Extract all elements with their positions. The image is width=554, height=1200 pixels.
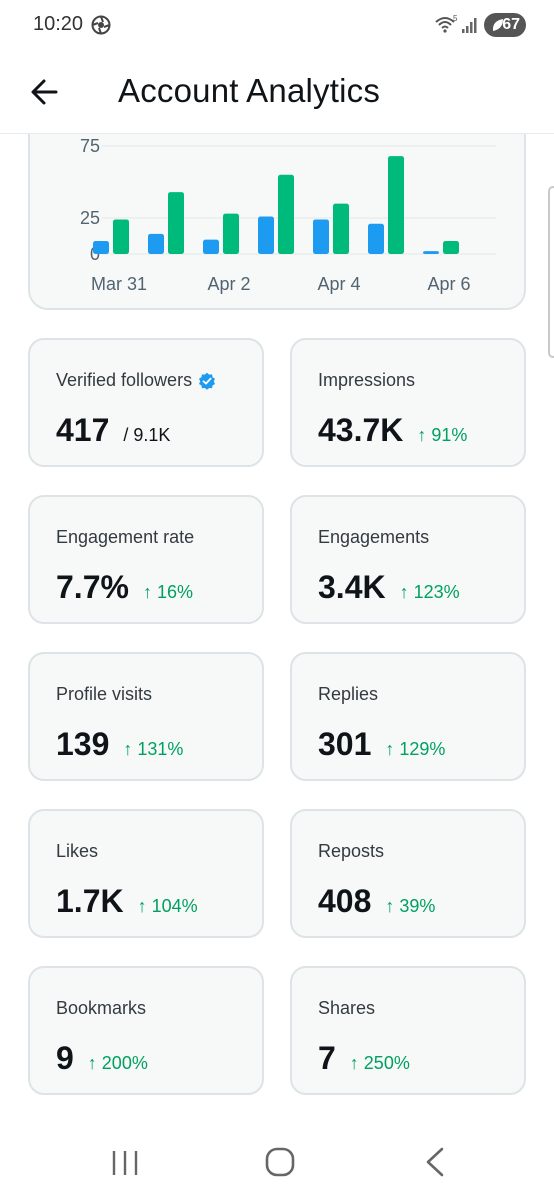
page-title: Account Analytics [118, 72, 381, 109]
stat-card-verified-followers[interactable]: Verified followers 417 / 9.1K [28, 338, 264, 467]
x-tick-label: Apr 4 [317, 274, 360, 294]
stat-card-likes[interactable]: Likes 1.7K ↑ 104% [28, 809, 264, 938]
stat-change: ↑ 129% [385, 739, 446, 759]
battery-indicator: 67 [484, 13, 526, 37]
stat-value: 9 [56, 1040, 74, 1076]
leaf-icon [492, 19, 503, 31]
bar-green [223, 213, 239, 254]
stat-label-text: Verified followers [56, 370, 193, 390]
status-bar: 10:20 5 67 [0, 0, 554, 54]
bar-green [113, 219, 129, 254]
wifi-icon: 5 [435, 14, 458, 33]
stat-label: Engagement rate [56, 527, 195, 547]
stat-value: 43.7K [318, 412, 404, 448]
bar-blue [148, 233, 164, 254]
stat-value: 301 [318, 726, 372, 762]
stat-change: ↑ 123% [399, 582, 460, 602]
stat-change: ↑ 131% [123, 739, 184, 759]
stat-change: ↑ 91% [417, 425, 468, 445]
stat-value-row: 139 ↑ 131% [56, 726, 183, 763]
system-nav-bar [0, 1126, 554, 1200]
stat-label: Profile visits [56, 684, 153, 704]
stat-label: Impressions [318, 370, 416, 390]
stat-subvalue: / 9.1K [123, 425, 171, 445]
bar-green [388, 156, 404, 254]
wifi-badge: 5 [453, 14, 458, 23]
home-icon[interactable] [264, 1146, 296, 1178]
stat-value-row: 7.7% ↑ 16% [56, 569, 193, 606]
y-tick-label: 25 [80, 208, 100, 228]
bar-green [333, 203, 349, 254]
stat-value: 7 [318, 1040, 336, 1076]
stat-value: 7.7% [56, 569, 129, 605]
stat-label: Shares [318, 998, 376, 1018]
stat-label: Replies [318, 684, 379, 704]
stat-change: ↑ 200% [87, 1053, 148, 1073]
bar-blue [423, 251, 439, 254]
stat-value-row: 301 ↑ 129% [318, 726, 445, 763]
stat-value: 139 [56, 726, 110, 762]
stat-label: Verified followers [56, 370, 216, 391]
stat-value: 3.4K [318, 569, 386, 605]
stat-card-reposts[interactable]: Reposts 408 ↑ 39% [290, 809, 526, 938]
stat-value: 417 [56, 412, 110, 448]
scrollbar-thumb[interactable] [548, 186, 554, 358]
stat-change: ↑ 39% [385, 896, 436, 916]
stat-value-row: 7 ↑ 250% [318, 1040, 410, 1077]
nav-back-icon[interactable] [422, 1146, 448, 1178]
stat-value: 408 [318, 883, 372, 919]
stat-change: ↑ 104% [137, 896, 198, 916]
verified-badge-icon [199, 372, 216, 390]
stat-card-replies[interactable]: Replies 301 ↑ 129% [290, 652, 526, 781]
stat-label: Reposts [318, 841, 385, 861]
signal-icon [462, 18, 477, 33]
stat-change: ↑ 250% [349, 1053, 410, 1073]
stat-card-impressions[interactable]: Impressions 43.7K ↑ 91% [290, 338, 526, 467]
bar-blue [93, 241, 109, 254]
stat-card-bookmarks[interactable]: Bookmarks 9 ↑ 200% [28, 966, 264, 1095]
bar-blue [258, 216, 274, 254]
stat-label: Likes [56, 841, 99, 861]
x-tick-label: Apr 6 [427, 274, 470, 294]
stat-value-row: 3.4K ↑ 123% [318, 569, 460, 606]
bar-blue [203, 239, 219, 254]
stat-value: 1.7K [56, 883, 124, 919]
status-time: 10:20 [33, 13, 84, 35]
aperture-icon [91, 15, 111, 35]
bar-green [278, 174, 294, 254]
recent-apps-icon[interactable] [110, 1148, 140, 1178]
battery-level: 67 [502, 16, 520, 33]
stat-value-row: 9 ↑ 200% [56, 1040, 148, 1077]
chart-card: 75 25 0 Mar 31 Apr 2 Apr 4 Apr 6 [28, 110, 526, 310]
stat-card-engagement-rate[interactable]: Engagement rate 7.7% ↑ 16% [28, 495, 264, 624]
stat-card-engagements[interactable]: Engagements 3.4K ↑ 123% [290, 495, 526, 624]
bar-blue [368, 223, 384, 254]
x-tick-label: Apr 2 [207, 274, 250, 294]
stat-value-row: 1.7K ↑ 104% [56, 883, 198, 920]
bar-green [443, 241, 459, 254]
stat-value-row: 417 / 9.1K [56, 412, 170, 449]
x-tick-label: Mar 31 [91, 274, 147, 294]
stat-card-shares[interactable]: Shares 7 ↑ 250% [290, 966, 526, 1095]
back-arrow-icon[interactable] [26, 72, 66, 112]
y-tick-label: 75 [80, 136, 100, 156]
y-tick-label: 0 [90, 244, 100, 264]
engagement-bar-chart: 75 25 0 Mar 31 Apr 2 Apr 4 Apr 6 [80, 136, 496, 294]
bar-green [168, 192, 184, 254]
bar-blue [313, 219, 329, 254]
stat-label: Engagements [318, 527, 430, 547]
stat-value-row: 408 ↑ 39% [318, 883, 435, 920]
stat-change: ↑ 16% [142, 582, 193, 602]
stat-value-row: 43.7K ↑ 91% [318, 412, 467, 449]
app-header: Account Analytics [0, 54, 554, 134]
stat-card-profile-visits[interactable]: Profile visits 139 ↑ 131% [28, 652, 264, 781]
stat-label: Bookmarks [56, 998, 147, 1018]
